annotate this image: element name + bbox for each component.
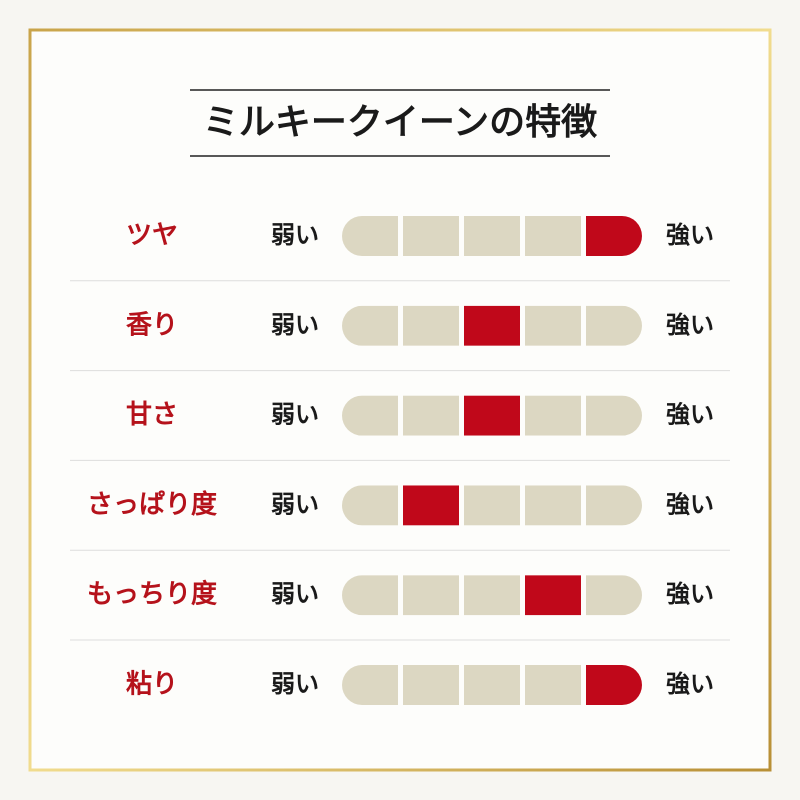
- scale-segment: [342, 665, 398, 705]
- scale-segment: [525, 485, 581, 526]
- high-label: 強い: [666, 221, 714, 249]
- low-label: 弱い: [271, 490, 319, 518]
- low-label: 弱い: [271, 311, 319, 339]
- rating-bar: [342, 305, 642, 346]
- scale-segment: [525, 395, 581, 436]
- scale-segment: [342, 575, 398, 616]
- frame: [28, 28, 772, 772]
- scale-segment: [403, 575, 459, 616]
- scale-segment: [586, 575, 642, 616]
- scale-segment: [403, 395, 459, 436]
- scale-segment: [464, 575, 520, 616]
- high-label: 強い: [666, 580, 714, 608]
- title: ミルキークイーンの特徴: [203, 102, 598, 143]
- row-label: 甘さ: [126, 400, 178, 430]
- scale-segment: [525, 665, 581, 705]
- scale-segment: [586, 485, 642, 526]
- level-marker: [403, 485, 459, 526]
- level-marker: [464, 305, 520, 346]
- rating-bar: [342, 665, 642, 705]
- scale-segment: [464, 485, 520, 526]
- scale-segment: [342, 395, 398, 436]
- scale-segment: [342, 485, 398, 526]
- scale-segment: [342, 305, 398, 346]
- row-label: もっちり度: [87, 579, 217, 610]
- row-label: 香り: [126, 310, 178, 340]
- low-label: 弱い: [271, 401, 319, 429]
- scale-segment: [586, 305, 642, 346]
- scale-segment: [403, 305, 459, 346]
- low-label: 弱い: [271, 670, 319, 698]
- scale-segment: [525, 216, 581, 256]
- rating-bar: [342, 216, 642, 256]
- high-label: 強い: [666, 670, 714, 698]
- scale-segment: [464, 216, 520, 256]
- scale-segment: [403, 216, 459, 256]
- row-label: ツヤ: [126, 221, 178, 251]
- scale-segment: [403, 665, 459, 705]
- low-label: 弱い: [271, 580, 319, 608]
- high-label: 強い: [666, 401, 714, 429]
- high-label: 強い: [666, 490, 714, 518]
- rating-bar: [342, 485, 642, 526]
- row-label: 粘り: [126, 670, 178, 700]
- high-label: 強い: [666, 311, 714, 339]
- low-label: 弱い: [271, 221, 319, 249]
- rating-bar: [342, 575, 642, 616]
- scale-segment: [464, 665, 520, 705]
- scale-segment: [342, 216, 398, 256]
- level-marker: [525, 575, 581, 616]
- row-label: さっぱり度: [87, 489, 217, 520]
- scale-segment: [525, 305, 581, 346]
- rating-bar: [342, 395, 642, 436]
- level-marker: [586, 216, 642, 256]
- level-marker: [586, 665, 642, 705]
- level-marker: [464, 395, 520, 436]
- scale-segment: [586, 395, 642, 436]
